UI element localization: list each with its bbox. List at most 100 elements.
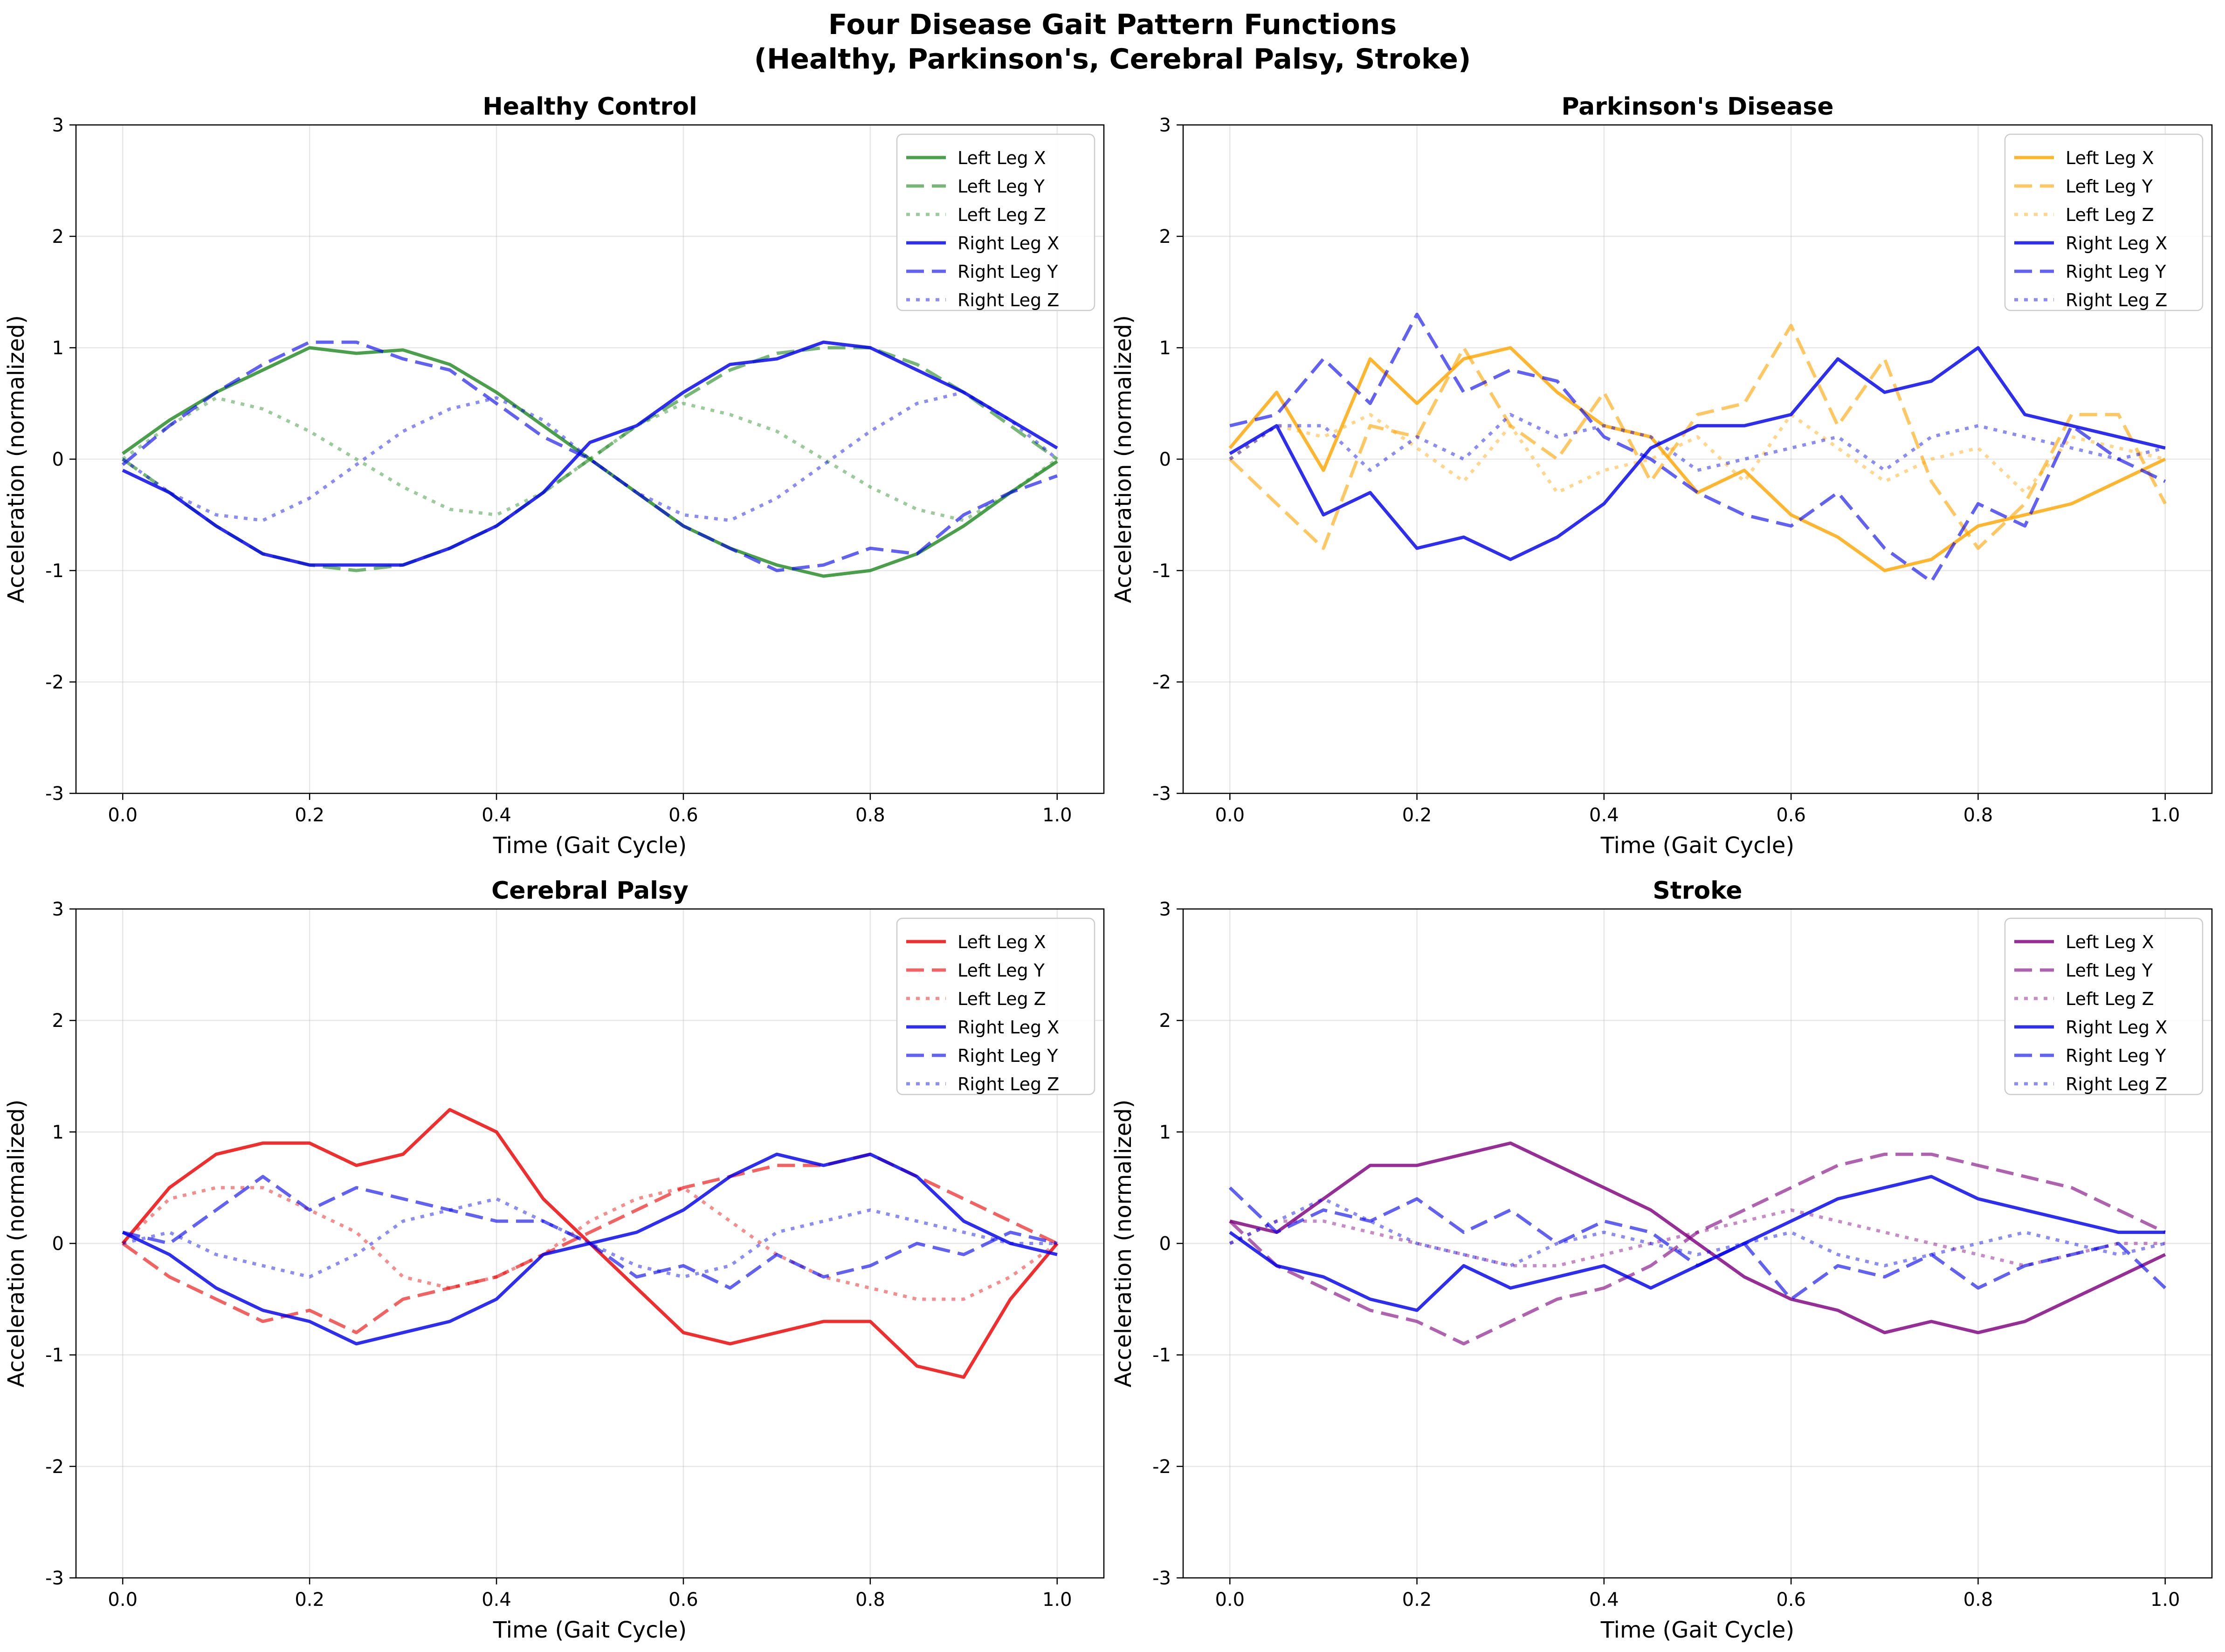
subplot-title: Healthy Control bbox=[482, 93, 697, 121]
x-tick-label: 0.4 bbox=[482, 1589, 511, 1611]
legend-label: Right Leg Z bbox=[2066, 1074, 2167, 1094]
y-tick-label: 3 bbox=[52, 115, 64, 136]
subplot-title: Parkinson's Disease bbox=[1561, 93, 1833, 121]
y-tick-label: -2 bbox=[1152, 672, 1171, 693]
legend-label: Right Leg X bbox=[958, 233, 1059, 254]
y-tick-label: 0 bbox=[52, 1233, 64, 1255]
legend-box bbox=[896, 133, 1095, 311]
y-tick-label: 1 bbox=[52, 337, 64, 359]
x-tick-label: 0.4 bbox=[1589, 805, 1619, 826]
x-tick-label: 0.8 bbox=[1963, 805, 1993, 826]
x-tick-label: 0.0 bbox=[1215, 1589, 1245, 1611]
series-line-left-leg-z bbox=[122, 396, 1058, 522]
subplot-title: Cerebral Palsy bbox=[491, 877, 689, 905]
y-tick-label: 0 bbox=[1159, 449, 1171, 470]
legend-label: Left Leg X bbox=[958, 148, 1046, 168]
legend-label: Left Leg Y bbox=[2066, 960, 2153, 981]
subplot-2: 0.0 0.2 0.4 0.6 0.8 1.0 -3 -2 -1 0 1 2 3 Parkinson's … bbox=[1110, 93, 2213, 859]
legend-label: Left Leg X bbox=[958, 932, 1046, 952]
series-line-right-leg-y bbox=[1228, 1186, 2167, 1301]
series-line-left-leg-z bbox=[1229, 1208, 2165, 1267]
legend: Left Leg X Left Leg Y Left Leg Z Right Leg … bbox=[2004, 917, 2204, 1095]
y-tick-label: -1 bbox=[45, 1345, 64, 1366]
legend-label: Right Leg Y bbox=[958, 1046, 1058, 1066]
y-tick-label: 1 bbox=[1159, 337, 1171, 359]
y-tick-label: -1 bbox=[1152, 560, 1171, 582]
series-line-left-leg-y bbox=[1228, 1152, 2166, 1346]
y-tick-label: 1 bbox=[52, 1122, 64, 1143]
legend-label: Right Leg Y bbox=[2066, 1046, 2166, 1066]
legend-label: Right Leg X bbox=[958, 1017, 1059, 1038]
series-line-right-leg-z bbox=[1229, 1197, 2166, 1267]
x-tick-label: 0.8 bbox=[855, 1589, 885, 1611]
legend-label: Left Leg Z bbox=[958, 989, 1046, 1009]
x-axis-label: Time (Gait Cycle) bbox=[493, 833, 687, 859]
x-tick-label: 0.8 bbox=[855, 805, 885, 826]
legend-label: Right Leg Z bbox=[958, 1074, 1059, 1094]
series-line-right-leg-z bbox=[122, 1197, 1057, 1279]
series-group bbox=[1228, 1141, 2167, 1346]
subplot-4: 0.0 0.2 0.4 0.6 0.8 1.0 -3 -2 -1 0 1 2 3 Stroke Time (… bbox=[1110, 877, 2213, 1643]
y-tick-label: 3 bbox=[1159, 899, 1171, 920]
legend-box bbox=[2004, 133, 2204, 311]
series-line-right-leg-y bbox=[122, 1175, 1058, 1290]
legend-label: Left Leg X bbox=[2066, 148, 2154, 168]
y-tick-label: 2 bbox=[1159, 226, 1171, 248]
series-line-left-leg-x bbox=[122, 346, 1058, 578]
x-tick-label: 0.6 bbox=[668, 1589, 698, 1611]
x-tick-label: 0.0 bbox=[108, 1589, 138, 1611]
legend-label: Right Leg X bbox=[2066, 233, 2167, 254]
y-tick-label: 2 bbox=[52, 1010, 64, 1032]
y-tick-label: -3 bbox=[45, 1568, 64, 1589]
legend-label: Left Leg Y bbox=[2066, 176, 2153, 197]
legend-label: Left Leg Z bbox=[2066, 989, 2154, 1009]
y-tick-label: -2 bbox=[1152, 1456, 1171, 1478]
y-tick-label: -2 bbox=[45, 672, 64, 693]
subplot-title: Stroke bbox=[1653, 877, 1742, 905]
y-tick-label: -3 bbox=[1152, 1568, 1171, 1589]
y-tick-label: -1 bbox=[1152, 1345, 1171, 1366]
x-tick-label: 0.8 bbox=[1963, 1589, 1993, 1611]
y-tick-label: -2 bbox=[45, 1456, 64, 1478]
x-tick-label: 0.0 bbox=[108, 805, 138, 826]
series-line-left-leg-z bbox=[1229, 413, 2166, 495]
series-line-left-leg-y bbox=[1228, 324, 2167, 550]
figure-title-line1: Four Disease Gait Pattern Functions bbox=[828, 8, 1397, 41]
series-line-right-leg-y bbox=[1229, 312, 2166, 584]
y-tick-label: 1 bbox=[1159, 1122, 1171, 1143]
y-tick-label: -1 bbox=[45, 560, 64, 582]
x-axis-label: Time (Gait Cycle) bbox=[1600, 1617, 1794, 1643]
legend-label: Left Leg Z bbox=[2066, 205, 2154, 225]
y-tick-label: 2 bbox=[1159, 1010, 1171, 1032]
x-tick-label: 0.4 bbox=[482, 805, 511, 826]
subplot-3: 0.0 0.2 0.4 0.6 0.8 1.0 -3 -2 -1 0 1 2 3 Cerebral Pal… bbox=[3, 877, 1105, 1643]
series-line-left-leg-z bbox=[121, 1186, 1058, 1301]
series-line-right-leg-x bbox=[122, 340, 1058, 567]
legend-label: Right Leg Z bbox=[2066, 290, 2167, 310]
legend-label: Right Leg Y bbox=[958, 262, 1058, 282]
series-group bbox=[121, 340, 1059, 578]
legend-label: Left Leg X bbox=[2066, 932, 2154, 952]
x-axis-label: Time (Gait Cycle) bbox=[493, 1617, 687, 1643]
y-tick-label: 2 bbox=[52, 226, 64, 248]
y-tick-label: 3 bbox=[1159, 115, 1171, 136]
x-tick-label: 0.6 bbox=[1776, 805, 1806, 826]
x-tick-label: 1.0 bbox=[2150, 1589, 2180, 1611]
legend-box bbox=[2004, 917, 2204, 1095]
series-line-right-leg-z bbox=[1229, 413, 2166, 472]
legend-box bbox=[896, 917, 1095, 1095]
y-tick-label: 0 bbox=[52, 449, 64, 470]
legend: Left Leg X Left Leg Y Left Leg Z Right Leg … bbox=[2004, 133, 2204, 311]
legend-label: Right Leg Z bbox=[958, 290, 1059, 310]
x-axis-label: Time (Gait Cycle) bbox=[1600, 833, 1794, 859]
legend-label: Left Leg Y bbox=[958, 176, 1045, 197]
y-tick-label: -3 bbox=[1152, 783, 1171, 805]
x-tick-label: 0.2 bbox=[295, 1589, 324, 1611]
y-axis-label: Acceleration (normalized) bbox=[3, 1100, 29, 1388]
figure-title-line2: (Healthy, Parkinson's, Cerebral Palsy, S… bbox=[754, 43, 1471, 76]
series-group bbox=[1228, 312, 2167, 584]
y-tick-label: 3 bbox=[52, 899, 64, 920]
legend-label: Right Leg X bbox=[2066, 1017, 2167, 1038]
